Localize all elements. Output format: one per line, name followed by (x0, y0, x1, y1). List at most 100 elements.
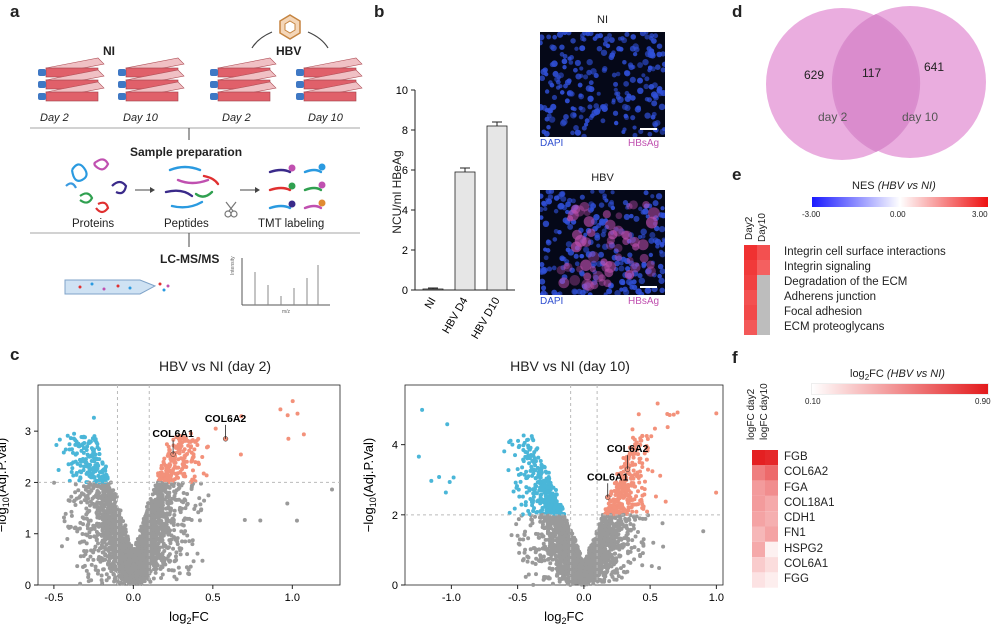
volcano-point (125, 568, 130, 573)
volcano-point (181, 449, 186, 454)
volcano-point (166, 567, 171, 572)
volcano-point (124, 539, 129, 544)
volcano-point (171, 437, 176, 442)
volcano-point (521, 537, 526, 542)
volcano-point (167, 448, 172, 453)
volcano-point (94, 440, 99, 445)
volcano-point (150, 492, 155, 497)
volcano-point (663, 499, 668, 504)
volcano-point (126, 549, 131, 554)
volcano-point (189, 459, 194, 464)
volcano-point (143, 533, 148, 538)
volcano-point (99, 533, 104, 538)
volcano-point (113, 527, 118, 532)
dapi-nucleus (633, 215, 640, 222)
fc-heatmap-cell (765, 511, 778, 527)
flask-body (217, 91, 271, 102)
nes-col-label: Day10 (757, 213, 768, 242)
volcano-point (160, 472, 165, 477)
volcano-point (587, 546, 592, 551)
volcano-point (530, 503, 535, 508)
volcano-point (173, 490, 178, 495)
volcano-point (128, 575, 133, 580)
volcano-point (154, 500, 159, 505)
volcano-point (635, 473, 640, 478)
volcano-point (84, 512, 89, 517)
volcano-point (74, 439, 79, 444)
volcano-point (95, 515, 100, 520)
volcano-point (85, 470, 90, 475)
fc-heatmap-cell (752, 450, 765, 466)
dapi-nucleus (568, 60, 574, 65)
hbsag-signal (614, 253, 623, 261)
volcano-point (525, 437, 530, 442)
dapi-nucleus (581, 125, 587, 131)
volcano-point (138, 553, 143, 558)
volcano-point (142, 576, 147, 581)
volcano-point (100, 524, 105, 529)
volcano-point (156, 541, 161, 546)
volcano-point (166, 532, 171, 537)
volcano-point (141, 519, 146, 524)
dapi-nucleus (609, 52, 616, 58)
dapi-nucleus (624, 32, 630, 37)
panel-label-d: d (732, 2, 743, 21)
dapi-nucleus (602, 243, 609, 250)
volcano-point (153, 559, 158, 564)
day-label: Day 2 (222, 112, 251, 124)
volcano-point (174, 465, 179, 470)
volcano-point (109, 489, 114, 494)
volcano-point (533, 514, 538, 519)
volcano-point (83, 485, 88, 490)
dapi-nucleus (564, 261, 569, 267)
volcano-point (81, 446, 86, 451)
volcano-point (193, 503, 198, 508)
volcano-point (73, 452, 78, 457)
dapi-nucleus (569, 55, 574, 60)
volcano-point (78, 476, 83, 481)
dapi-nucleus (584, 118, 590, 124)
virus-icon (279, 14, 301, 40)
volcano-point (520, 558, 525, 563)
volcano-point (204, 445, 209, 450)
volcano-point (153, 527, 158, 532)
dapi-nucleus (574, 59, 581, 67)
dapi-nucleus (561, 118, 568, 126)
volcano-point (94, 537, 99, 542)
dapi-nucleus (600, 49, 608, 56)
volcano-point (157, 477, 162, 482)
dapi-nucleus (546, 266, 553, 272)
volcano-point (142, 538, 147, 543)
dapi-nucleus (615, 71, 621, 77)
fc-heatmap-cell (752, 557, 765, 573)
volcano-point (103, 525, 108, 530)
fc-heatmap (752, 450, 778, 588)
dapi-nucleus (650, 114, 656, 120)
volcano-point (152, 504, 157, 509)
panel-label-f: f (732, 348, 738, 367)
dapi-nucleus (623, 81, 629, 87)
dapi-nucleus (619, 287, 624, 292)
hbsag-signal (590, 281, 599, 290)
volcano-point (67, 442, 72, 447)
volcano-point (242, 517, 247, 522)
nes-heatmap-cell (744, 260, 757, 275)
volcano-point (607, 579, 612, 584)
hbsag-signal (603, 279, 612, 288)
hbsag-signal (604, 268, 614, 278)
volcano-point (78, 581, 83, 586)
volcano-point (106, 488, 111, 493)
dapi-nucleus (587, 104, 593, 110)
volcano-point (189, 439, 194, 444)
volcano-point (516, 541, 521, 546)
dapi-nucleus (606, 288, 613, 295)
volcano-point (631, 455, 636, 460)
volcano-point (181, 472, 186, 477)
volcano-point (84, 448, 89, 453)
volcano-point (106, 562, 111, 567)
hbsag-signal (556, 265, 566, 275)
dapi-nucleus (613, 120, 619, 126)
volcano-point (186, 443, 191, 448)
volcano-point (89, 458, 94, 463)
volcano-point (172, 574, 177, 579)
